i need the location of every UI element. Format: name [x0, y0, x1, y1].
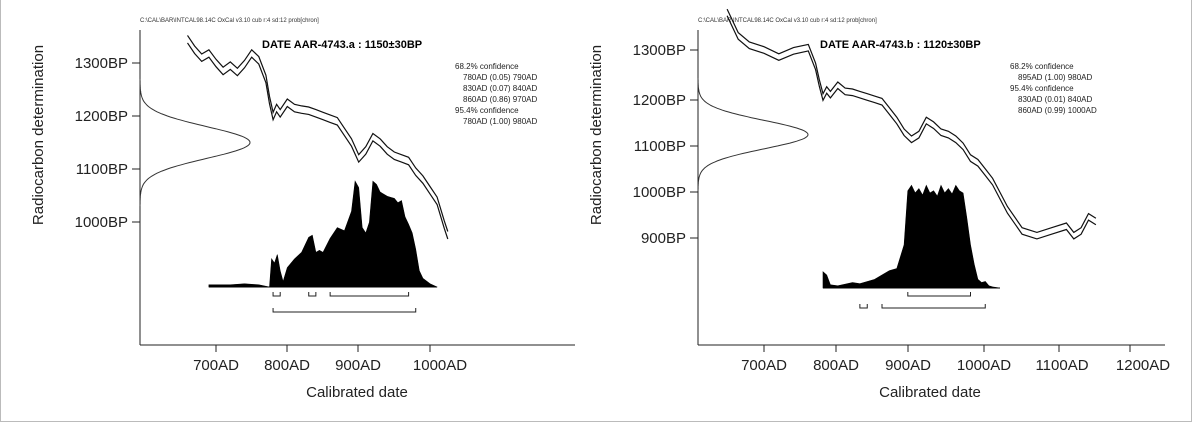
chart-b-title: DATE AAR-4743.b : 1120±30BP	[820, 39, 981, 51]
chart-a-marks	[139, 35, 449, 313]
chart-b-y-tick-1200: 1200BP	[633, 92, 686, 109]
chart-a-y-label: Radiocarbon determination	[30, 45, 47, 225]
chart-a-conf-line-1: 780AD (0.05) 790AD	[463, 73, 537, 82]
chart-a-range-68-0	[272, 292, 281, 297]
chart-b-x-label: Calibrated date	[879, 384, 981, 401]
chart-b-range-68-0	[907, 292, 971, 297]
chart-b-x-tick-1200: 1200AD	[1116, 357, 1170, 374]
chart-a-conf-line-4: 95.4% confidence	[455, 106, 519, 115]
chart-a-x-ticks: 700AD 800AD 900AD 1000AD	[193, 345, 467, 374]
chart-a-x-tick-800: 800AD	[264, 357, 310, 374]
chart-b-x-tick-900: 900AD	[885, 357, 931, 374]
chart-b-x-tick-1000: 1000AD	[957, 357, 1011, 374]
chart-b-marks	[697, 8, 1097, 309]
chart-b-conf-line-0: 68.2% confidence	[1010, 62, 1074, 71]
chart-a-range-95-0	[272, 308, 417, 313]
chart-b-conf-line-2: 95.4% confidence	[1010, 84, 1074, 93]
chart-a-conf-line-0: 68.2% confidence	[455, 62, 519, 71]
chart-a-calibration-curve-lower	[187, 42, 449, 240]
chart-b-conf-line-4: 860AD (0.99) 1000AD	[1018, 106, 1097, 115]
chart-a-range-68-1	[308, 292, 317, 297]
chart-a-y-tick-1300: 1300BP	[75, 55, 128, 72]
chart-b-conf-line-1: 895AD (1.00) 980AD	[1018, 73, 1092, 82]
chart-a-x-tick-1000: 1000AD	[413, 357, 467, 374]
chart-b-x-ticks: 700AD 800AD 900AD 1000AD 1100AD 1200AD	[741, 345, 1170, 374]
chart-a-y-tick-1200: 1200BP	[75, 108, 128, 125]
chart-a-x-tick-700: 700AD	[193, 357, 239, 374]
chart-b-y-tick-1300: 1300BP	[633, 42, 686, 59]
chart-a-y-tick-1100: 1100BP	[76, 161, 128, 178]
chart-b-y-tick-1100: 1100BP	[634, 138, 686, 155]
chart-b-calibration-curve-upper	[726, 8, 1097, 234]
chart-a-probability-distribution	[208, 180, 438, 288]
chart-a: C:\CAL\BAR\INTCAL98.14C OxCal v3.10 cub …	[30, 18, 575, 401]
chart-a-y-tick-1000: 1000BP	[75, 214, 128, 231]
chart-b-conf-line-3: 830AD (0.01) 840AD	[1018, 95, 1092, 104]
chart-a-range-68-2	[329, 292, 410, 297]
chart-a-title: DATE AAR-4743.a : 1150±30BP	[262, 39, 422, 51]
chart-a-confidence-text: 68.2% confidence 780AD (0.05) 790AD 830A…	[455, 62, 537, 126]
chart-b-x-tick-700: 700AD	[741, 357, 787, 374]
chart-a-measurement-curve	[139, 78, 251, 207]
chart-b-file-path: C:\CAL\BAR\INTCAL98.14C OxCal v3.10 cub …	[698, 18, 877, 24]
chart-b-range-95-0	[859, 304, 868, 309]
chart-b-y-label: Radiocarbon determination	[588, 45, 605, 225]
chart-b-y-ticks: 1300BP 1200BP 1100BP 1000BP 900BP	[633, 42, 698, 247]
chart-a-conf-line-3: 860AD (0.86) 970AD	[463, 95, 537, 104]
chart-b-range-95-1	[881, 304, 986, 309]
chart-b-probability-distribution	[822, 184, 1001, 289]
chart-a-y-ticks: 1300BP 1200BP 1100BP 1000BP	[75, 55, 140, 231]
chart-b-x-tick-1100: 1100AD	[1035, 357, 1088, 374]
chart-b: C:\CAL\BAR\INTCAL98.14C OxCal v3.10 cub …	[588, 8, 1170, 401]
chart-b-measurement-curve	[697, 78, 809, 191]
chart-b-y-tick-900: 900BP	[641, 230, 686, 247]
chart-a-conf-line-5: 780AD (1.00) 980AD	[463, 117, 537, 126]
chart-a-x-tick-900: 900AD	[335, 357, 381, 374]
chart-a-x-label: Calibrated date	[306, 384, 408, 401]
chart-a-calibration-curve-upper	[187, 35, 449, 232]
chart-a-file-path: C:\CAL\BAR\INTCAL98.14C OxCal v3.10 cub …	[140, 18, 319, 24]
chart-b-calibration-curve-lower	[726, 15, 1097, 240]
chart-b-confidence-text: 68.2% confidence 895AD (1.00) 980AD 95.4…	[1010, 62, 1097, 115]
chart-b-x-tick-800: 800AD	[813, 357, 859, 374]
chart-a-conf-line-2: 830AD (0.07) 840AD	[463, 84, 537, 93]
chart-b-y-tick-1000: 1000BP	[633, 184, 686, 201]
